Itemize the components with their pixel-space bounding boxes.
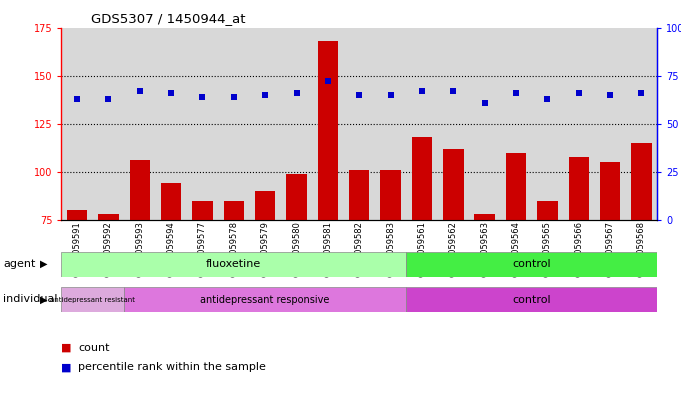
Bar bbox=[407, 252, 657, 277]
Text: percentile rank within the sample: percentile rank within the sample bbox=[78, 362, 266, 373]
Point bbox=[103, 95, 114, 102]
Bar bbox=[124, 287, 407, 312]
Text: ■: ■ bbox=[61, 362, 72, 373]
Point bbox=[511, 90, 522, 96]
Point bbox=[228, 94, 239, 100]
Point bbox=[479, 99, 490, 106]
Text: ■: ■ bbox=[61, 343, 72, 353]
Bar bbox=[600, 162, 620, 220]
Bar bbox=[67, 211, 87, 220]
Text: ▶: ▶ bbox=[39, 294, 47, 305]
Text: ▶: ▶ bbox=[39, 259, 47, 269]
Point bbox=[134, 88, 145, 94]
Text: agent: agent bbox=[3, 259, 36, 269]
Bar bbox=[537, 201, 558, 220]
Bar bbox=[98, 214, 118, 220]
Point bbox=[259, 92, 270, 98]
Text: fluoxetine: fluoxetine bbox=[206, 259, 262, 269]
Bar bbox=[129, 160, 150, 220]
Point bbox=[448, 88, 459, 94]
Bar bbox=[412, 137, 432, 220]
Bar bbox=[407, 287, 657, 312]
Point bbox=[322, 78, 333, 84]
Bar bbox=[381, 170, 401, 220]
Bar bbox=[223, 201, 244, 220]
Text: control: control bbox=[512, 259, 551, 269]
Point bbox=[165, 90, 176, 96]
Bar bbox=[161, 184, 181, 220]
Text: antidepressant responsive: antidepressant responsive bbox=[200, 295, 330, 305]
Point bbox=[417, 88, 428, 94]
Point bbox=[291, 90, 302, 96]
Bar bbox=[506, 153, 526, 220]
Bar bbox=[443, 149, 464, 220]
Point bbox=[72, 95, 82, 102]
Bar bbox=[286, 174, 306, 220]
Bar bbox=[349, 170, 369, 220]
Bar bbox=[61, 252, 407, 277]
Point bbox=[385, 92, 396, 98]
Bar bbox=[569, 156, 589, 220]
Point bbox=[573, 90, 584, 96]
Text: count: count bbox=[78, 343, 110, 353]
Bar bbox=[61, 287, 124, 312]
Point bbox=[197, 94, 208, 100]
Text: GDS5307 / 1450944_at: GDS5307 / 1450944_at bbox=[91, 12, 246, 25]
Bar bbox=[192, 201, 212, 220]
Bar bbox=[631, 143, 652, 220]
Point bbox=[636, 90, 647, 96]
Bar bbox=[317, 41, 338, 220]
Text: individual: individual bbox=[3, 294, 58, 305]
Bar bbox=[475, 214, 495, 220]
Point bbox=[605, 92, 616, 98]
Bar bbox=[255, 191, 275, 220]
Text: antidepressant resistant: antidepressant resistant bbox=[50, 297, 135, 303]
Text: control: control bbox=[512, 295, 551, 305]
Point bbox=[542, 95, 553, 102]
Point bbox=[354, 92, 365, 98]
